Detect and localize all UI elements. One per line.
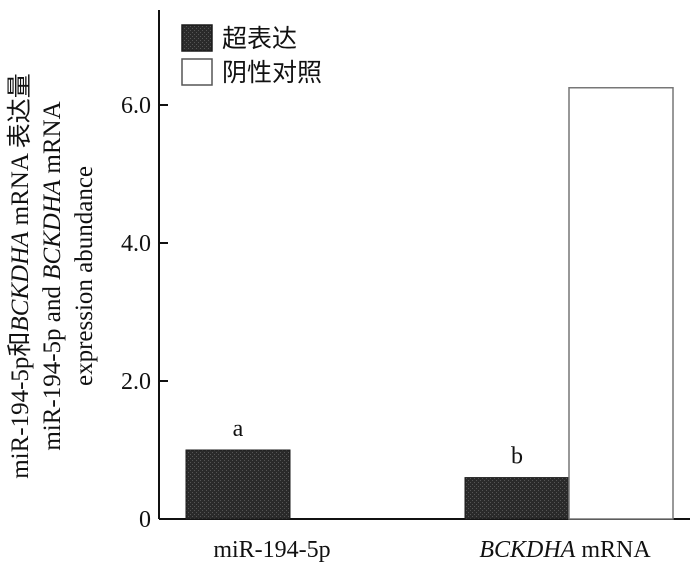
bar-overexpression-1: [464, 477, 570, 520]
bar-overexpression-0: [185, 449, 291, 520]
y-tick-label: 2.0: [121, 369, 151, 395]
bar-annotation: a: [233, 416, 244, 442]
y-axis-label-line: miR-194-5p和BCKDHA mRNA 表达量: [6, 73, 34, 479]
annotations: ab: [233, 416, 523, 470]
y-ticks: 0 2.0 4.0 6.0: [121, 93, 168, 533]
legend-swatch: [181, 58, 213, 86]
bar-annotation: b: [511, 444, 523, 470]
y-tick-label: 4.0: [121, 231, 151, 257]
legend-swatch: [181, 24, 213, 52]
bars: [185, 87, 674, 520]
y-axis-label-line: miR-194-5p and BCKDHA mRNA: [39, 101, 66, 450]
legend-label: 超表达: [222, 25, 297, 53]
legend-label: 阴性对照: [222, 59, 322, 87]
y-tick-label: 6.0: [121, 93, 151, 119]
y-axis-label-line: expression abundance: [71, 166, 98, 386]
y-tick-label: 0: [139, 507, 151, 533]
x-category-label: BCKDHA mRNA: [479, 537, 651, 563]
bar-negative-control-1: [568, 87, 674, 520]
x-category-labels: miR-194-5p BCKDHA mRNA: [213, 537, 651, 563]
x-category-label: miR-194-5p: [213, 537, 330, 563]
